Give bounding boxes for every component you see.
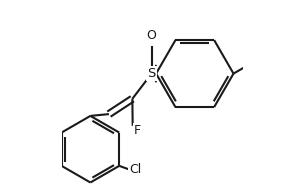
Text: Cl: Cl <box>129 163 141 176</box>
Text: F: F <box>134 124 141 137</box>
Polygon shape <box>152 65 156 82</box>
Text: O: O <box>147 29 156 42</box>
Text: S: S <box>147 67 156 80</box>
